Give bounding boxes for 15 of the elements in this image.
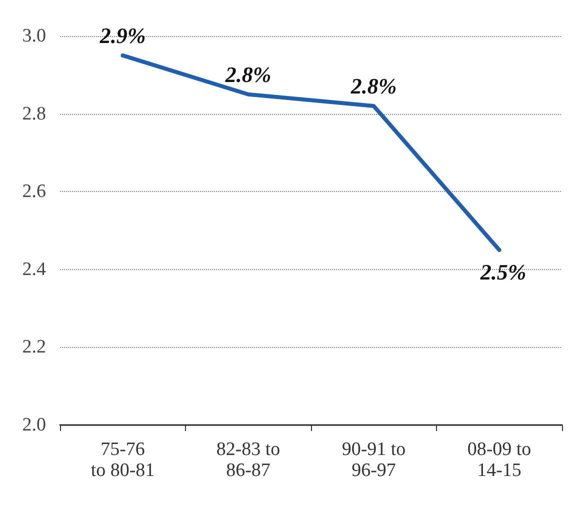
- x-tick-label: 82-83 to 86-87: [216, 439, 280, 481]
- line-series: [120, 53, 502, 252]
- x-tick-label: 75-76 to 80-81: [90, 439, 155, 481]
- y-tick-label: 2.6: [22, 181, 46, 202]
- x-tick-label: 90-91 to 96-97: [342, 439, 406, 481]
- y-tick-label: 2.0: [22, 414, 46, 436]
- y-tick-label: 2.8: [22, 103, 46, 124]
- data-label: 2.8%: [350, 74, 397, 99]
- y-tick-label: 3.0: [22, 26, 46, 46]
- x-tick-label: 08-09 to 14-15: [467, 439, 532, 481]
- data-label: 2.8%: [224, 62, 272, 87]
- y-tick-label: 2.2: [22, 336, 46, 358]
- data-label: 2.9%: [98, 22, 146, 48]
- data-label: 2.5%: [479, 259, 526, 284]
- y-tick-label: 2.4: [22, 258, 46, 280]
